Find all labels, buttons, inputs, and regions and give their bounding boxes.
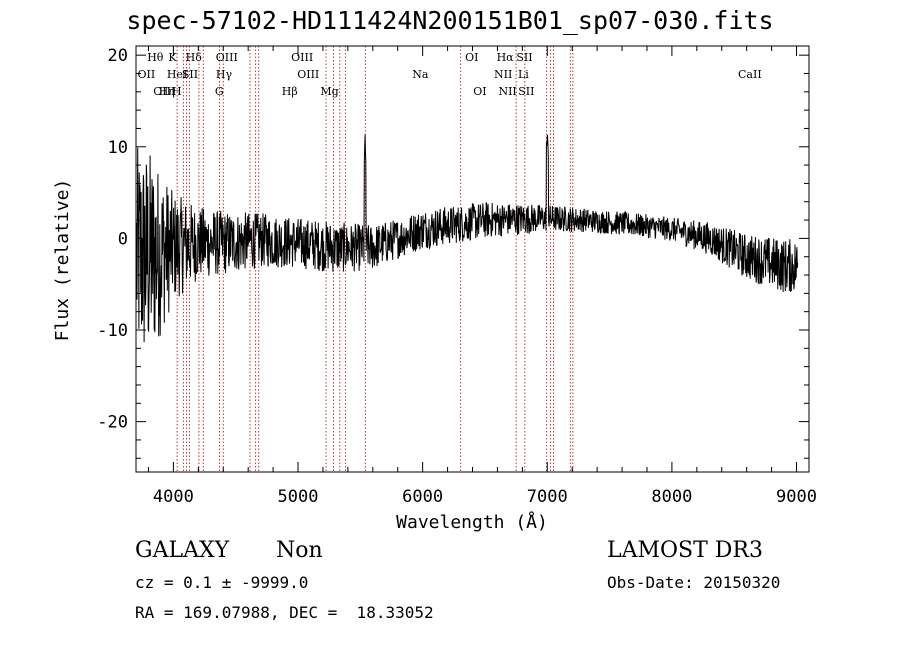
emission-line-label: Hβ <box>282 85 298 98</box>
emission-line-label: Hθ <box>147 51 164 64</box>
emission-line-label: G <box>215 85 224 98</box>
x-tick-label: 4000 <box>153 487 194 507</box>
x-tick-label: 5000 <box>278 487 319 507</box>
x-axis-label: Wavelength (Å) <box>396 511 548 533</box>
emission-line-label: SII <box>182 68 198 81</box>
spectrum-line <box>136 134 799 343</box>
emission-line-label: NII <box>498 85 516 98</box>
emission-line-label: Hα <box>497 51 515 64</box>
y-tick-label: 0 <box>118 229 128 249</box>
emission-line-label: OIII <box>291 51 313 64</box>
object-subclass: Non <box>276 538 323 563</box>
emission-line-label: K <box>168 51 177 64</box>
emission-line-label: OIII <box>297 68 319 81</box>
emission-line-label: Li <box>518 68 529 81</box>
redshift-line: cz = 0.1 ± -9999.0 <box>135 573 309 592</box>
axis-ticks: 4000 5000 6000 7000 8000 9000 -20 -10 0 10 20 <box>97 46 817 507</box>
emission-line-label: Na <box>412 68 429 81</box>
emission-line-label: SII <box>516 51 532 64</box>
emission-line-label: Hγ <box>216 68 233 81</box>
x-tick-label: 7000 <box>527 487 568 507</box>
coordinates: RA = 169.07988, DEC = 18.33052 <box>135 603 434 622</box>
emission-line-label: NII <box>494 68 512 81</box>
emission-line-label: OI <box>473 85 486 98</box>
emission-line-label: Hη <box>159 85 175 98</box>
emission-line-label: HeI <box>167 68 187 81</box>
emission-line-label: OIII <box>216 51 238 64</box>
emission-line-label: OI <box>465 51 478 64</box>
y-tick-label: -20 <box>97 413 128 433</box>
y-tick-label: 10 <box>108 138 128 158</box>
emission-line-label: Mg <box>320 85 338 98</box>
object-class: GALAXY <box>135 538 230 563</box>
survey-name: LAMOST DR3 <box>607 538 763 563</box>
y-tick-label: 20 <box>108 46 128 66</box>
emission-line-label: H <box>172 85 182 98</box>
y-tick-label: -10 <box>97 321 128 341</box>
page-title: spec-57102-HD111424N200151B01_sp07-030.f… <box>126 6 774 35</box>
emission-line-label: OII <box>137 68 155 81</box>
x-tick-label: 6000 <box>402 487 443 507</box>
x-tick-label: 9000 <box>776 487 817 507</box>
emission-line-label: CaII <box>738 68 762 81</box>
emission-line-label: SII <box>518 85 534 98</box>
y-axis-label: Flux (relative) <box>52 179 73 342</box>
emission-line-label: Hδ <box>186 51 203 64</box>
obs-date: Obs-Date: 20150320 <box>607 573 781 592</box>
emission-line-label: OIII <box>153 85 175 98</box>
line-markers <box>176 46 574 472</box>
x-tick-label: 8000 <box>651 487 692 507</box>
